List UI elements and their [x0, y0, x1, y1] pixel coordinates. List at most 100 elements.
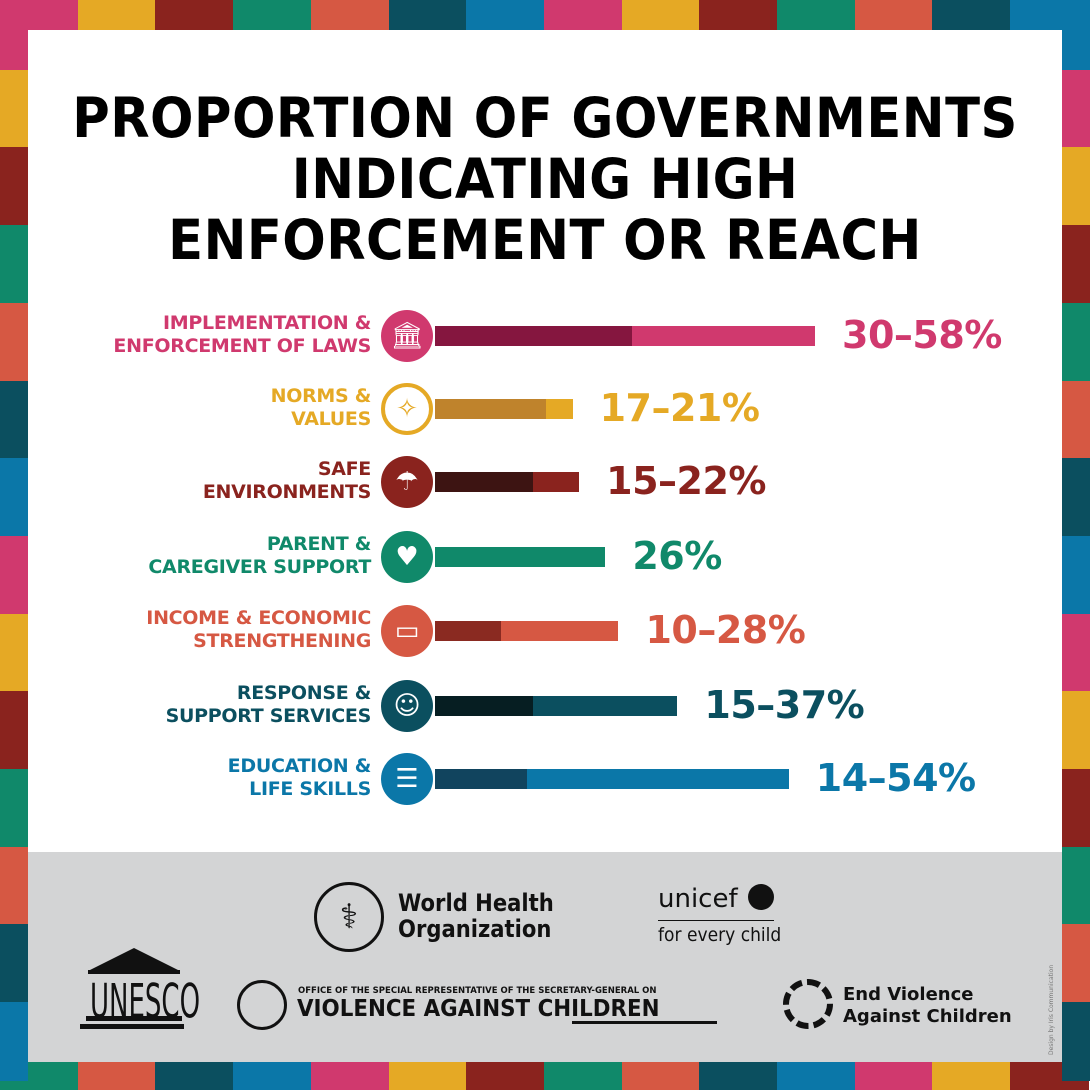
who-emblem-icon: ⚕	[314, 882, 384, 952]
category-label-line: SUPPORT SERVICES	[165, 705, 372, 727]
bar-high	[500, 621, 619, 641]
border-tile	[699, 1062, 778, 1090]
value-label: 10–28%	[645, 608, 806, 652]
border-tile	[777, 1062, 856, 1090]
category-label: IMPLEMENTATION & ENFORCEMENT OF LAWS	[51, 312, 371, 358]
border-tile	[0, 380, 28, 460]
value-label: 14–54%	[815, 756, 976, 800]
category-label-line: ENFORCEMENT OF LAWS	[113, 335, 371, 357]
border-tile	[699, 0, 778, 30]
unesco-wordmark: UNESCO	[90, 976, 201, 1030]
border-tile	[0, 69, 28, 149]
border-tile	[1062, 380, 1090, 460]
border-tile	[1062, 225, 1090, 304]
border-tile	[932, 1062, 1012, 1090]
border-tile	[854, 0, 934, 30]
partner-logos-footer	[28, 852, 1062, 1062]
title-line: PROPORTION OF GOVERNMENTS	[72, 86, 1018, 150]
unesco-pediment-icon	[90, 948, 178, 970]
bar-low	[435, 472, 534, 492]
srsg-title-line: VIOLENCE AGAINST CHILDREN	[297, 996, 660, 1022]
border-tile	[0, 458, 28, 537]
border-tile	[466, 1062, 545, 1090]
category-label: NORMS & VALUES	[51, 385, 372, 431]
border-tile	[1062, 458, 1090, 537]
border-tile	[1062, 0, 1090, 71]
border-tile	[1062, 69, 1090, 149]
border-tile	[466, 0, 545, 30]
category-label-line: CAREGIVER SUPPORT	[148, 556, 371, 578]
un-emblem-icon	[237, 980, 287, 1030]
title-line: INDICATING HIGH	[291, 147, 799, 211]
bar-high	[546, 399, 573, 419]
bar-low	[435, 326, 632, 346]
border-tile	[932, 0, 1012, 30]
border-tile	[1062, 924, 1090, 1004]
border-tile	[77, 0, 157, 30]
border-tile	[0, 924, 28, 1004]
evac-name-line: Against Children	[843, 1006, 1012, 1027]
evac-name-line: End Violence	[843, 984, 974, 1005]
category-label: SAFE ENVIRONMENTS	[51, 458, 371, 504]
unicef-emblem-icon	[748, 884, 774, 910]
category-label: EDUCATION & LIFE SKILLS	[51, 755, 372, 801]
bar-high	[526, 769, 789, 789]
border-tile	[155, 1062, 235, 1090]
category-label-line: LIFE SKILLS	[249, 778, 371, 800]
bar-low	[435, 696, 534, 716]
border-tile	[1062, 691, 1090, 770]
unicef-divider	[658, 920, 774, 921]
border-tile	[0, 225, 28, 304]
border-tile	[0, 846, 28, 926]
bar-low	[435, 621, 501, 641]
speech-group-icon: ☰	[381, 753, 433, 805]
border-tile	[1062, 147, 1090, 227]
border-tile	[310, 0, 390, 30]
border-tile	[0, 1002, 28, 1081]
unicef-tagline: for every child	[658, 924, 782, 946]
umbrella-people-icon: ☂	[381, 456, 433, 508]
border-tile	[1062, 535, 1090, 615]
value-label: 15–37%	[704, 683, 865, 727]
srsg-office-line: OFFICE OF THE SPECIAL REPRESENTATIVE OF …	[298, 986, 657, 996]
category-label: RESPONSE & SUPPORT SERVICES	[51, 682, 372, 728]
value-label: 17–21%	[599, 386, 760, 430]
bar-high	[533, 696, 678, 716]
border-tile	[621, 1062, 701, 1090]
border-tile	[388, 1062, 468, 1090]
border-tile	[233, 0, 312, 30]
bar-high	[631, 326, 815, 346]
family-heart-icon: ♥	[381, 531, 433, 583]
border-tile	[621, 0, 701, 30]
courthouse-icon: 🏛	[381, 310, 433, 362]
border-tile	[0, 691, 28, 770]
border-tile	[854, 1062, 934, 1090]
category-label-line: IMPLEMENTATION &	[163, 312, 371, 334]
border-tile	[543, 0, 623, 30]
border-tile	[155, 0, 235, 30]
border-tile	[77, 1062, 157, 1090]
border-tile	[1062, 769, 1090, 848]
chart-title: PROPORTION OF GOVERNMENTS INDICATING HIG…	[64, 88, 1026, 271]
who-name-line: World Health	[398, 889, 554, 917]
value-label: 26%	[632, 534, 722, 578]
category-label-line: RESPONSE &	[236, 682, 371, 704]
border-tile	[543, 1062, 623, 1090]
who-name-line: Organization	[398, 915, 552, 943]
category-label-line: EDUCATION &	[227, 755, 372, 777]
value-label: 30–58%	[842, 313, 1002, 357]
value-label: 15–22%	[606, 459, 766, 503]
border-tile	[777, 0, 856, 30]
category-label: PARENT & CAREGIVER SUPPORT	[51, 533, 371, 579]
border-tile	[233, 1062, 312, 1090]
category-label-line: SAFE	[317, 458, 371, 480]
border-tile	[0, 0, 28, 71]
bar-low	[435, 547, 606, 567]
category-label-line: ENVIRONMENTS	[202, 481, 371, 503]
unicef-wordmark: unicef	[658, 884, 738, 914]
border-tile	[0, 769, 28, 848]
border-tile	[310, 1062, 390, 1090]
border-tile	[0, 302, 28, 382]
bar-low	[435, 399, 547, 419]
underline-stroke	[572, 1021, 717, 1024]
